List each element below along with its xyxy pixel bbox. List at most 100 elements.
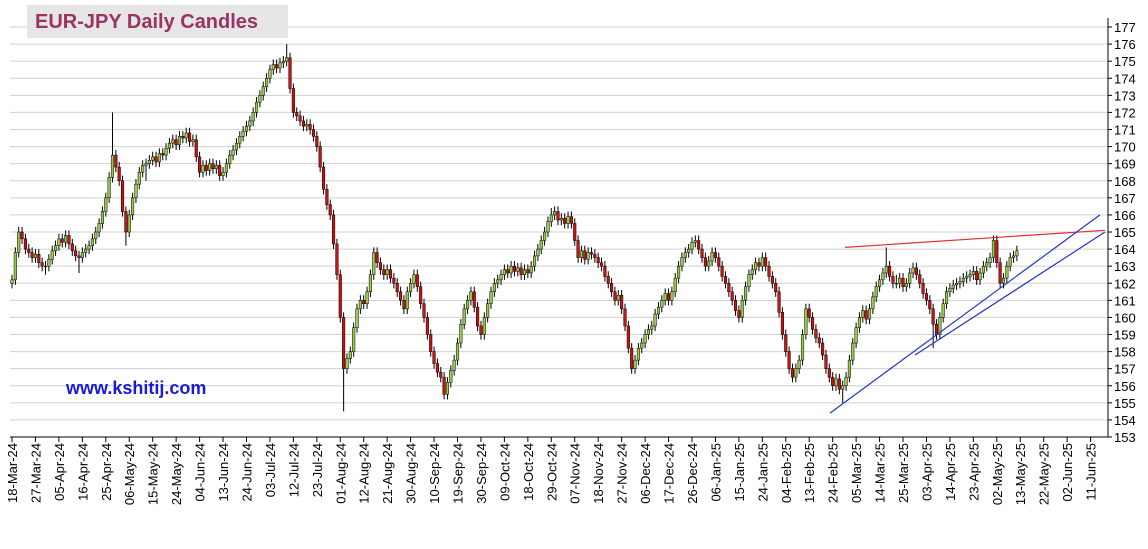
candle-body (281, 60, 285, 64)
y-tick-label: 172 (1114, 105, 1136, 120)
candle-body (710, 252, 714, 262)
candle-body (914, 267, 918, 275)
candle-body (764, 257, 768, 267)
candle-body (445, 382, 450, 395)
candle-body (388, 269, 393, 279)
candle-body (934, 324, 939, 335)
candle-body (757, 262, 761, 267)
x-tick-label: 05-Mar-25 (849, 443, 864, 503)
candle-body (918, 274, 922, 284)
candle-body (556, 211, 560, 221)
candle-body (345, 358, 349, 369)
candle-body (911, 267, 915, 274)
candle-body (33, 253, 38, 258)
candle-body (486, 303, 490, 318)
candle-body (931, 308, 935, 325)
grid (10, 26, 1108, 438)
candle-body (616, 294, 620, 301)
candle-body (234, 142, 238, 151)
candle-body (824, 354, 828, 369)
candle-body (117, 166, 121, 181)
candle-body (238, 136, 242, 144)
x-tick-label: 24-Jun-24 (239, 443, 254, 502)
candle-body (807, 308, 811, 318)
candle-body (857, 317, 862, 328)
x-tick-label: 03-Jul-24 (263, 443, 278, 497)
candle-body (1001, 277, 1006, 284)
candle-body (120, 180, 125, 212)
candle-body (67, 235, 71, 245)
candle-body (412, 274, 416, 284)
y-tick-label: 162 (1114, 276, 1136, 291)
y-tick-label: 167 (1114, 191, 1136, 206)
y-tick-label: 154 (1114, 413, 1136, 428)
candle-body (864, 310, 868, 320)
candle-body (867, 308, 872, 320)
y-tick-label: 157 (1114, 362, 1136, 377)
candle-body (847, 359, 851, 378)
candle-body (415, 274, 419, 287)
candle-body (653, 313, 657, 327)
y-tick-label: 163 (1114, 259, 1136, 274)
candle-body (941, 303, 945, 318)
candle-body (10, 279, 14, 284)
x-tick-label: 27-Nov-24 (615, 443, 630, 504)
candle-body (1005, 265, 1009, 279)
x-tick-label: 12-Aug-24 (357, 443, 372, 504)
candle-body (469, 291, 473, 301)
candle-body (462, 308, 466, 325)
candle-body (569, 216, 573, 224)
candle-body (499, 274, 503, 281)
candle-body (218, 165, 222, 176)
candle-body (472, 291, 476, 308)
candle-body (187, 132, 192, 142)
candle-body (971, 271, 975, 275)
candle-body (74, 250, 78, 257)
candle-body (975, 271, 979, 281)
candle-body (211, 163, 215, 170)
candle-body (275, 64, 279, 69)
candle-body (167, 142, 171, 149)
candle-body (961, 277, 965, 282)
candle-body (519, 267, 523, 275)
candle-body (780, 312, 784, 335)
x-tick-label: 26-Dec-24 (685, 443, 700, 504)
candle-body (131, 197, 135, 216)
candle-body (47, 259, 51, 267)
candle-body (1008, 257, 1012, 267)
x-tick-label: 23-Apr-25 (966, 443, 981, 501)
candle-body (750, 269, 754, 275)
x-tick-label: 30-Sep-24 (474, 443, 489, 504)
candle-body (583, 250, 587, 260)
candle-body (124, 211, 128, 233)
candle-body (489, 291, 493, 304)
candle-body (258, 95, 262, 103)
candle-body (623, 308, 627, 327)
candle-body (991, 240, 995, 258)
candle-body (107, 177, 111, 199)
candle-body (40, 262, 44, 267)
candle-body (861, 310, 865, 318)
y-tick-label: 170 (1114, 140, 1136, 155)
candle-body (372, 252, 376, 275)
candle-body (620, 294, 624, 310)
candle-body (429, 334, 433, 352)
x-tick-label: 24-May-24 (169, 443, 184, 505)
candle-body (908, 272, 912, 284)
candle-body (693, 240, 697, 243)
y-tick-label: 165 (1114, 225, 1136, 240)
x-tick-label: 29-Oct-24 (544, 443, 559, 501)
candle-body (308, 124, 312, 130)
candle-body (254, 101, 259, 113)
candle-body (90, 238, 94, 246)
candle-body (104, 197, 108, 212)
candle-body (626, 325, 630, 349)
x-tick-label: 11-Jun-25 (1084, 443, 1099, 501)
candle-body (362, 300, 366, 305)
candle-body (596, 257, 600, 263)
y-tick-label: 156 (1114, 379, 1136, 394)
candle-body (332, 214, 336, 245)
candle-body (435, 363, 439, 373)
candle-body (305, 124, 309, 127)
candle-body (610, 283, 614, 293)
